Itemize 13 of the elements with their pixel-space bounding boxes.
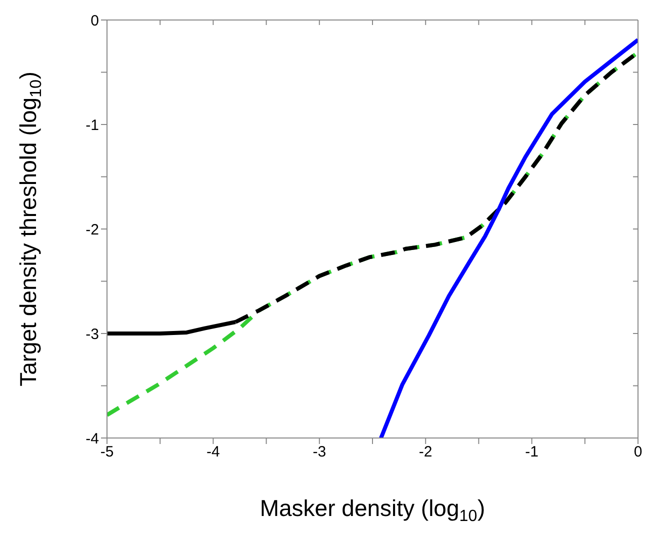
line-series [378,38,638,438]
x-tick-label: -1 [525,444,538,461]
y-tick-label: -4 [86,430,99,448]
x-tick-label: -3 [312,444,326,461]
x-tick-label: 0 [634,444,642,461]
x-tick-label: -2 [418,444,432,461]
y-tick-label: -1 [86,116,99,134]
y-tick-label: -3 [86,326,99,343]
y-tick-label: -2 [86,221,99,238]
x-tick-label: -4 [206,444,220,461]
x-axis-title: Masker density (log$_{10}$) [260,495,486,525]
x-tick-label: -5 [100,444,114,461]
y-tick-label: 0 [90,12,99,30]
